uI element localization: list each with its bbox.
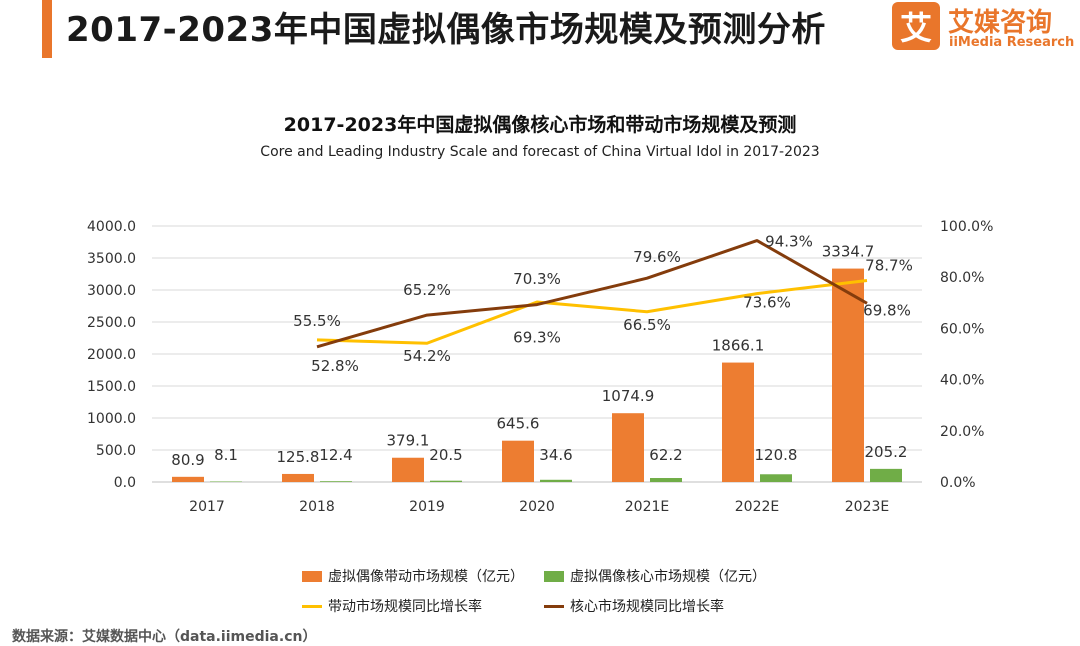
x-tick-label: 2022E — [735, 499, 779, 515]
data-label-leading-market: 1866.1 — [712, 337, 765, 355]
combo-chart: 4000.0 3500.0 3000.0 2500.0 2000.0 1500.0 1000… — [87, 219, 993, 515]
title-accent-bar — [42, 0, 52, 58]
bar-core-market — [650, 478, 682, 482]
data-label-core-market: 8.1 — [214, 446, 238, 464]
data-label-core-growth: 79.6% — [633, 248, 681, 266]
y2-tick-label: 20.0% — [940, 424, 984, 440]
data-label-leading-market: 379.1 — [387, 432, 430, 450]
legend-label-leading-line: 带动市场规模同比增长率 — [328, 599, 482, 615]
data-label-leading-growth: 73.6% — [743, 294, 791, 312]
x-tick-label: 2017 — [189, 499, 225, 515]
bar-core-market — [540, 479, 572, 482]
data-label-core-market: 120.8 — [755, 446, 798, 464]
y-tick-label: 2500.0 — [87, 315, 136, 331]
data-label-core-market: 12.4 — [319, 446, 352, 464]
y-tick-label: 4000.0 — [87, 219, 136, 235]
y-tick-label: 3000.0 — [87, 283, 136, 299]
y-tick-label: 1000.0 — [87, 411, 136, 427]
y2-tick-label: 100.0% — [940, 219, 993, 235]
chart-subtitle: Core and Leading Industry Scale and fore… — [260, 144, 820, 160]
data-source: 数据来源：艾媒数据中心（data.iimedia.cn） — [12, 629, 317, 645]
data-label-core-growth: 69.3% — [513, 329, 561, 347]
y-tick-label: 1500.0 — [87, 379, 136, 395]
legend-item-leading-bar: 虚拟偶像带动市场规模（亿元） — [302, 566, 524, 586]
bar-leading-market — [502, 440, 534, 482]
y2-tick-label: 0.0% — [940, 475, 976, 491]
bar-core-market — [430, 480, 462, 482]
legend-swatch-core-bar — [544, 570, 564, 582]
legend-swatch-core-line — [544, 604, 564, 608]
data-label-leading-market: 3334.7 — [822, 243, 875, 261]
x-tick-label: 2019 — [409, 499, 445, 515]
y-tick-label: 0.0 — [114, 475, 136, 491]
logo-chinese-name: 艾媒咨询 — [948, 8, 1053, 38]
bar-leading-market — [832, 268, 864, 482]
x-tick-label: 2018 — [299, 499, 335, 515]
data-label-leading-growth: 54.2% — [403, 347, 451, 365]
data-label-core-growth: 52.8% — [311, 357, 359, 375]
bar-leading-market — [282, 473, 314, 482]
legend-swatch-leading-line — [302, 604, 322, 608]
page-title: 2017-2023年中国虚拟偶像市场规模及预测分析 — [66, 10, 826, 50]
legend-item-core-bar: 虚拟偶像核心市场规模（亿元） — [544, 566, 766, 586]
bar-leading-market — [172, 476, 204, 482]
logo-english-name: iiMedia Research — [949, 35, 1075, 50]
line-leading-growth-rate — [316, 279, 868, 345]
chart-title: 2017-2023年中国虚拟偶像核心市场和带动市场规模及预测 — [283, 114, 797, 136]
data-label-leading-market: 1074.9 — [602, 387, 655, 405]
bar-core-market — [870, 468, 902, 482]
data-label-core-growth: 65.2% — [403, 281, 451, 299]
legend-swatch-leading-bar — [302, 570, 322, 582]
legend-item-leading-line: 带动市场规模同比增长率 — [302, 596, 482, 616]
data-label-core-growth: 94.3% — [765, 233, 813, 251]
legend-label-leading-bar: 虚拟偶像带动市场规模（亿元） — [328, 569, 524, 585]
legend-label-core-line: 核心市场规模同比增长率 — [570, 599, 724, 615]
y2-tick-label: 80.0% — [940, 270, 984, 286]
legend-item-core-line: 核心市场规模同比增长率 — [544, 596, 724, 616]
bar-leading-market — [392, 457, 424, 482]
y-tick-label: 500.0 — [96, 443, 136, 459]
y-tick-label: 2000.0 — [87, 347, 136, 363]
data-label-leading-growth: 55.5% — [293, 312, 341, 330]
data-label-leading-growth: 70.3% — [513, 270, 561, 288]
data-label-core-market: 205.2 — [865, 443, 908, 461]
data-label-leading-market: 80.9 — [171, 451, 204, 469]
data-label-leading-market: 125.8 — [277, 448, 320, 466]
x-tick-label: 2020 — [519, 499, 555, 515]
bar-core-market — [320, 481, 352, 482]
iimedia-logo: 艾 艾媒咨询 iiMedia Research — [892, 2, 1075, 54]
line-core-growth-rate — [316, 239, 868, 349]
data-label-leading-market: 645.6 — [497, 415, 540, 433]
logo-mark: 艾 — [892, 2, 940, 50]
y2-tick-label: 60.0% — [940, 321, 984, 337]
data-label-core-market: 34.6 — [539, 446, 572, 464]
legend-label-core-bar: 虚拟偶像核心市场规模（亿元） — [570, 569, 766, 585]
data-label-leading-growth: 78.7% — [865, 257, 913, 275]
bar-core-market — [760, 474, 792, 482]
bar-leading-market — [612, 413, 644, 482]
y-tick-label: 3500.0 — [87, 251, 136, 267]
x-tick-label: 2021E — [625, 499, 669, 515]
data-label-leading-growth: 66.5% — [623, 316, 671, 334]
x-tick-label: 2023E — [845, 499, 889, 515]
bar-leading-market — [722, 362, 754, 482]
bar-core-market — [210, 481, 242, 482]
data-label-core-market: 62.2 — [649, 446, 682, 464]
y2-tick-label: 40.0% — [940, 373, 984, 389]
data-label-core-market: 20.5 — [429, 446, 462, 464]
data-label-core-growth: 69.8% — [863, 301, 911, 319]
